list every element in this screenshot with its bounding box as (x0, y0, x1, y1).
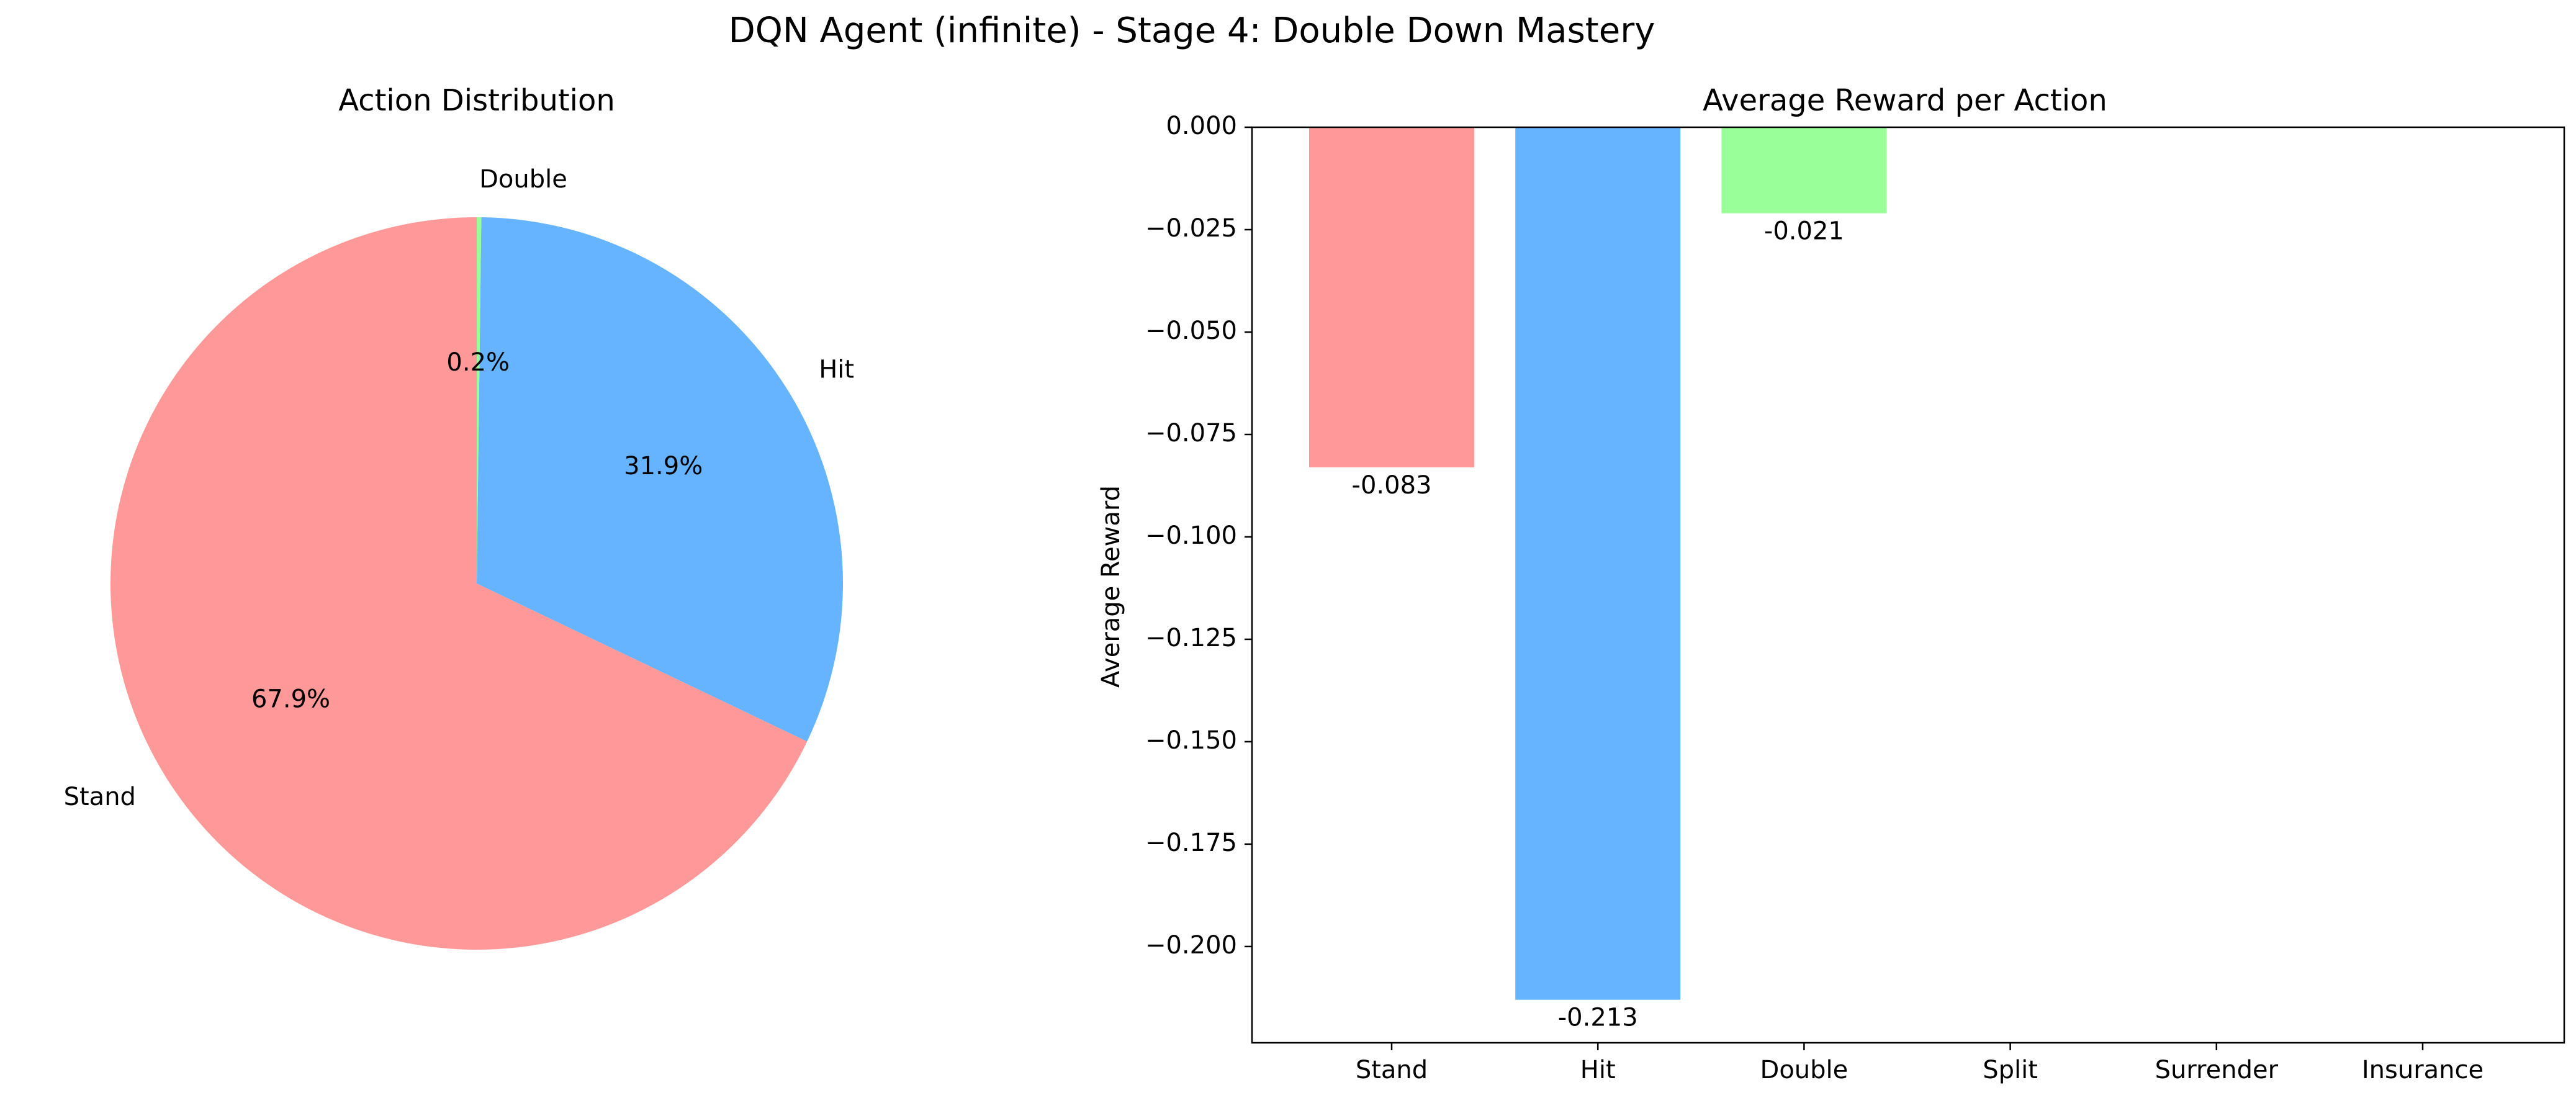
y-tick-label: −0.175 (1145, 829, 1237, 857)
bar-value-label-hit: -0.213 (1558, 1004, 1638, 1032)
x-tick-label-surrender: Surrender (2155, 1056, 2279, 1084)
pie-slice-hit (477, 217, 843, 742)
bar-axes: Stand Hit Double Split Surrender Insurance 0.0… (1145, 112, 2565, 1084)
y-tick-label: −0.075 (1145, 419, 1237, 448)
pie-slices (110, 217, 843, 950)
figure-title: DQN Agent (infinite) - Stage 4: Double D… (729, 11, 1655, 51)
bar-hit (1515, 127, 1681, 1000)
pie-pct-stand: 67.9% (251, 685, 330, 714)
x-tick-label-double: Double (1760, 1056, 1849, 1084)
y-tick-label: −0.100 (1145, 521, 1237, 550)
y-tick-label: 0.000 (1166, 112, 1237, 140)
pie-slice-double (477, 217, 482, 583)
bar-double (1721, 127, 1887, 214)
x-tick-label-insurance: Insurance (2362, 1056, 2484, 1084)
pie-chart-panel: Action Distribution Stand 67.9% Hit 31.9% Do… (64, 83, 854, 950)
x-tick-label-hit: Hit (1580, 1056, 1616, 1084)
y-tick-label: −0.050 (1145, 317, 1237, 345)
y-tick-label: −0.125 (1145, 624, 1237, 652)
y-tick-label: −0.200 (1145, 931, 1237, 960)
bar-chart-panel: Average Reward per Action -0.083-0.213-0… (1097, 83, 2565, 1084)
pie-label-stand: Stand (64, 783, 136, 811)
bar-value-label-stand: -0.083 (1352, 471, 1432, 500)
x-tick-label-split: Split (1983, 1056, 2038, 1084)
bar-chart-title: Average Reward per Action (1703, 83, 2107, 118)
y-tick-label: −0.150 (1145, 726, 1237, 755)
bar-value-labels: -0.083 -0.213 -0.021 (1352, 217, 1844, 1032)
pie-slice-stand (110, 217, 808, 950)
pie-pct-hit: 31.9% (624, 452, 703, 480)
y-axis-label: Average Reward (1097, 485, 1125, 688)
pie-labels: Stand 67.9% Hit 31.9% Double 0.2% (64, 165, 854, 811)
bar-series (1309, 127, 1887, 1000)
pie-label-hit: Hit (819, 355, 854, 384)
plot-frame (1251, 126, 2565, 1044)
pie-pct-double: 0.2% (446, 348, 510, 377)
y-tick-label: −0.025 (1145, 214, 1237, 243)
x-tick-label-stand: Stand (1356, 1056, 1428, 1084)
pie-label-double: Double (479, 165, 567, 194)
pie-chart-title: Action Distribution (338, 83, 615, 118)
bar-stand (1309, 127, 1474, 467)
bar-value-label-double: -0.021 (1764, 217, 1844, 246)
